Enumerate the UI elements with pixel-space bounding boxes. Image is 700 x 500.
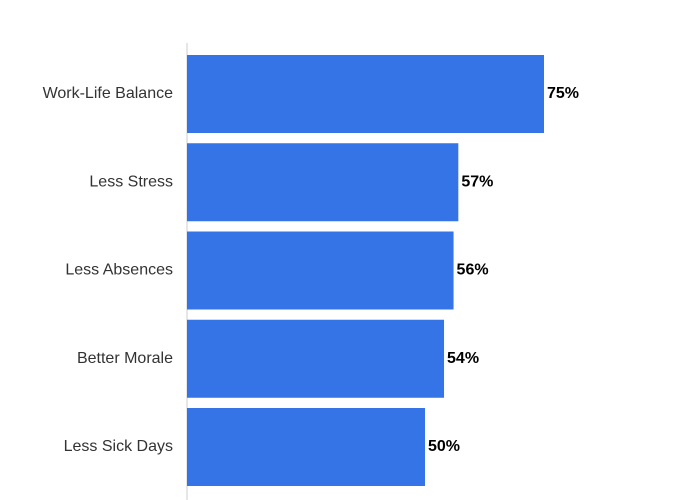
category-label: Less Absences: [65, 262, 173, 279]
bar: [187, 143, 459, 222]
bar: [187, 319, 445, 398]
category-label: Less Sick Days: [64, 438, 173, 455]
category-label: Less Stress: [89, 173, 173, 190]
value-label: 75%: [547, 85, 579, 102]
bar: [187, 231, 454, 310]
category-label: Work-Life Balance: [43, 85, 174, 102]
bar: [187, 408, 425, 486]
value-label: 50%: [428, 438, 460, 455]
bars-group: [187, 55, 544, 486]
value-label: 56%: [457, 262, 489, 279]
category-labels: Work-Life Balance Less Stress Less Absence…: [43, 85, 174, 455]
bar: [187, 55, 544, 133]
category-label: Better Morale: [77, 350, 173, 367]
value-label: 54%: [447, 350, 479, 367]
value-labels: 75% 57% 56% 54% 50%: [428, 85, 579, 455]
value-label: 57%: [461, 173, 493, 190]
